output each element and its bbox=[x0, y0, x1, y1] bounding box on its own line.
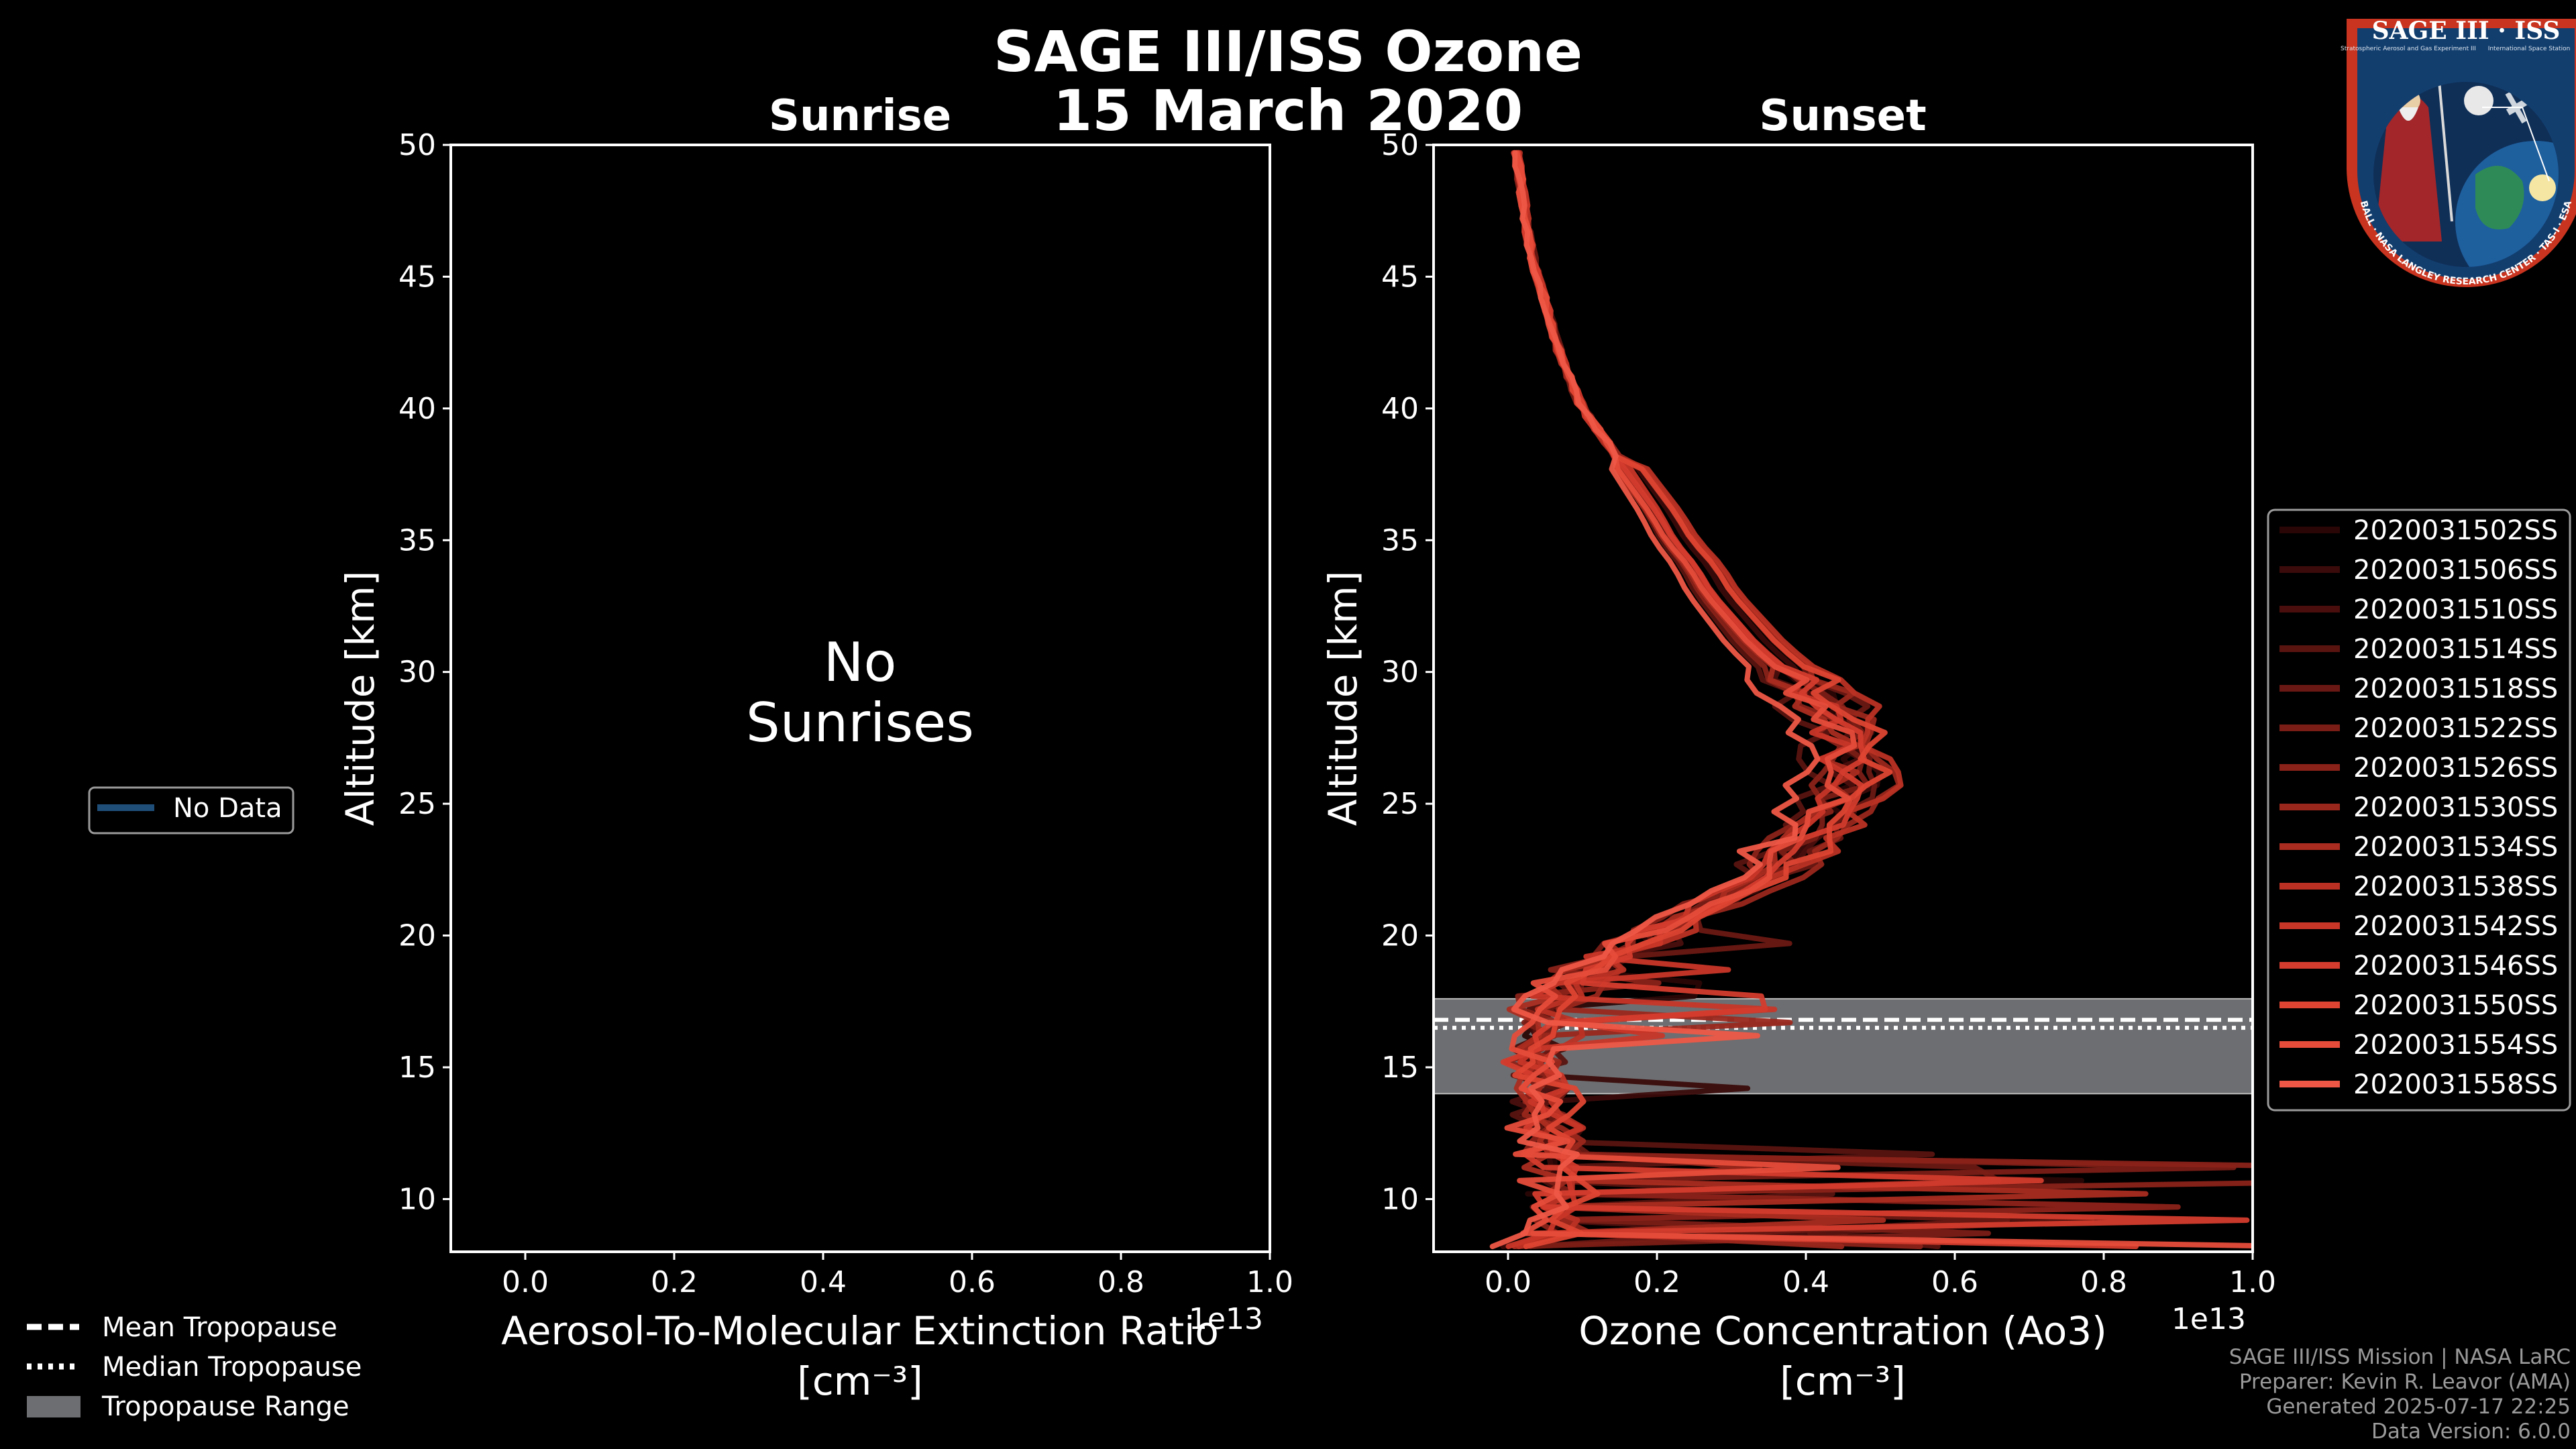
legend-label: 2020031542SS bbox=[2353, 911, 2558, 942]
mean-tropopause-label: Mean Tropopause bbox=[102, 1312, 337, 1343]
legend-label: 2020031526SS bbox=[2353, 753, 2558, 784]
y-tick-label: 50 bbox=[1381, 128, 1419, 162]
legend-label: 2020031530SS bbox=[2353, 792, 2558, 823]
y-tick-label: 10 bbox=[398, 1182, 436, 1216]
y-tick-label: 15 bbox=[1381, 1051, 1419, 1085]
logo-scene bbox=[2373, 82, 2559, 267]
logo-figure-beard bbox=[2398, 107, 2418, 121]
x-tick-label: 0.8 bbox=[1097, 1265, 1144, 1299]
series-legend: 2020031502SS 2020031506SS 2020031510SS 2020… bbox=[2267, 508, 2571, 1112]
y-tick-label: 45 bbox=[1381, 260, 1419, 294]
median-tropopause-label: Median Tropopause bbox=[102, 1352, 362, 1383]
logo-staff bbox=[2437, 82, 2453, 222]
axes-frame bbox=[1432, 144, 2254, 1253]
logo-caption-left: Stratospheric Aerosol and Gas Experiment… bbox=[2341, 46, 2476, 52]
tropopause-range-label: Tropopause Range bbox=[101, 1391, 350, 1422]
y-tick-label: 25 bbox=[1381, 787, 1419, 821]
y-tick-label: 50 bbox=[398, 128, 436, 162]
no-sunrises-text: No bbox=[824, 631, 897, 694]
sunset-panel: 10 15 20 25 30 35 40 45 50 0.0 0.2 0.4 0.6 0.8 1.0 Suns… bbox=[1320, 91, 2571, 1404]
legend-label: 2020031534SS bbox=[2353, 832, 2558, 863]
logo-sun bbox=[2529, 174, 2556, 201]
x-tick-label: 1.0 bbox=[2229, 1265, 2276, 1299]
y-tick-label: 25 bbox=[398, 787, 436, 821]
footer-mission: SAGE III/ISS Mission | NASA LaRC bbox=[2229, 1345, 2571, 1369]
x-tick-label: 1.0 bbox=[1246, 1265, 1293, 1299]
x-axis-label: Ozone Concentration (Ao3) bbox=[1578, 1308, 2107, 1354]
legend-label: 2020031514SS bbox=[2353, 634, 2558, 665]
x-tick-label: 0.4 bbox=[1782, 1265, 1829, 1299]
x-axis-unit: [cm⁻³] bbox=[797, 1358, 923, 1404]
x-tick-label: 0.6 bbox=[1931, 1265, 1978, 1299]
logo-moon bbox=[2464, 86, 2493, 115]
axes-frame bbox=[449, 144, 1271, 1253]
legend-label: 2020031506SS bbox=[2353, 555, 2558, 586]
legend-label: 2020031550SS bbox=[2353, 990, 2558, 1021]
y-axis-label: Altitude [km] bbox=[337, 571, 383, 826]
sunrise-panel: 10 15 20 25 30 35 40 45 50 0.0 0.2 0.4 0.6 0.8 1.0 Sunr… bbox=[337, 91, 1293, 1404]
series-line-2020031558SS bbox=[1489, 150, 1821, 1250]
y-tick-label: 40 bbox=[1381, 392, 1419, 426]
y-tick-label: 20 bbox=[1381, 919, 1419, 953]
x-tick-label: 0.2 bbox=[651, 1265, 698, 1299]
series-legend-frame bbox=[2267, 508, 2571, 1112]
series-lines bbox=[1489, 150, 2253, 1250]
y-tick-label: 40 bbox=[398, 392, 436, 426]
y-tick-label: 45 bbox=[398, 260, 436, 294]
x-axis-label: Aerosol-To-Molecular Extinction Ratio bbox=[501, 1308, 1219, 1354]
y-tick-label: 35 bbox=[398, 523, 436, 557]
no-sunrises-text: Sunrises bbox=[746, 692, 974, 754]
y-tick-label: 20 bbox=[398, 919, 436, 953]
no-data-legend-frame bbox=[88, 786, 294, 835]
legend-label: 2020031546SS bbox=[2353, 951, 2558, 981]
x-tick-label: 0.6 bbox=[949, 1265, 996, 1299]
y-tick-label: 30 bbox=[1381, 655, 1419, 690]
footer-generated: Generated 2025-07-17 22:25 bbox=[2266, 1395, 2571, 1419]
figure-date: 15 March 2020 bbox=[1053, 78, 1523, 144]
tropopause-range-swatch bbox=[27, 1396, 80, 1417]
legend-label: 2020031522SS bbox=[2353, 713, 2558, 744]
footer-version: Data Version: 6.0.0 bbox=[2371, 1419, 2571, 1444]
x-tick-label: 0.0 bbox=[1485, 1265, 1532, 1299]
footer-preparer: Preparer: Kevin R. Leavor (AMA) bbox=[2239, 1370, 2571, 1394]
legend-label: 2020031558SS bbox=[2353, 1069, 2558, 1100]
panel-title: Sunrise bbox=[769, 91, 951, 141]
figure-title: SAGE III/ISS Ozone bbox=[993, 19, 1583, 85]
panel-title: Sunset bbox=[1759, 91, 1926, 141]
no-data-label: No Data bbox=[173, 793, 282, 824]
y-tick-label: 10 bbox=[1381, 1182, 1419, 1216]
x-offset-label: 1e13 bbox=[1189, 1302, 1263, 1336]
logo-figure-robe bbox=[2375, 94, 2442, 241]
tropopause-legend: Mean Tropopause Median Tropopause Tropopau… bbox=[27, 1312, 362, 1422]
legend-label: 2020031554SS bbox=[2353, 1030, 2558, 1061]
x-tick-label: 0.2 bbox=[1633, 1265, 1680, 1299]
x-axis-unit: [cm⁻³] bbox=[1780, 1358, 1906, 1404]
legend-label: 2020031538SS bbox=[2353, 871, 2558, 902]
y-tick-label: 15 bbox=[398, 1051, 436, 1085]
legend-label: 2020031510SS bbox=[2353, 594, 2558, 625]
logo-ray bbox=[2522, 107, 2550, 182]
no-data-legend: No Data bbox=[88, 786, 294, 835]
legend-label: 2020031518SS bbox=[2353, 674, 2558, 704]
logo-title: SAGE III · ISS bbox=[2372, 17, 2561, 45]
y-axis-label: Altitude [km] bbox=[1320, 571, 1366, 826]
logo-continent bbox=[2475, 166, 2524, 229]
logo-caption-right: International Space Station bbox=[2488, 46, 2571, 52]
legend-label: 2020031502SS bbox=[2353, 515, 2558, 546]
y-tick-label: 35 bbox=[1381, 523, 1419, 557]
x-offset-label: 1e13 bbox=[2171, 1302, 2246, 1336]
x-tick-label: 0.8 bbox=[2080, 1265, 2127, 1299]
y-tick-label: 30 bbox=[398, 655, 436, 690]
footer-credits: SAGE III/ISS Mission | NASA LaRC Prepare… bbox=[2229, 1345, 2571, 1444]
x-tick-label: 0.0 bbox=[502, 1265, 549, 1299]
x-tick-label: 0.4 bbox=[800, 1265, 847, 1299]
